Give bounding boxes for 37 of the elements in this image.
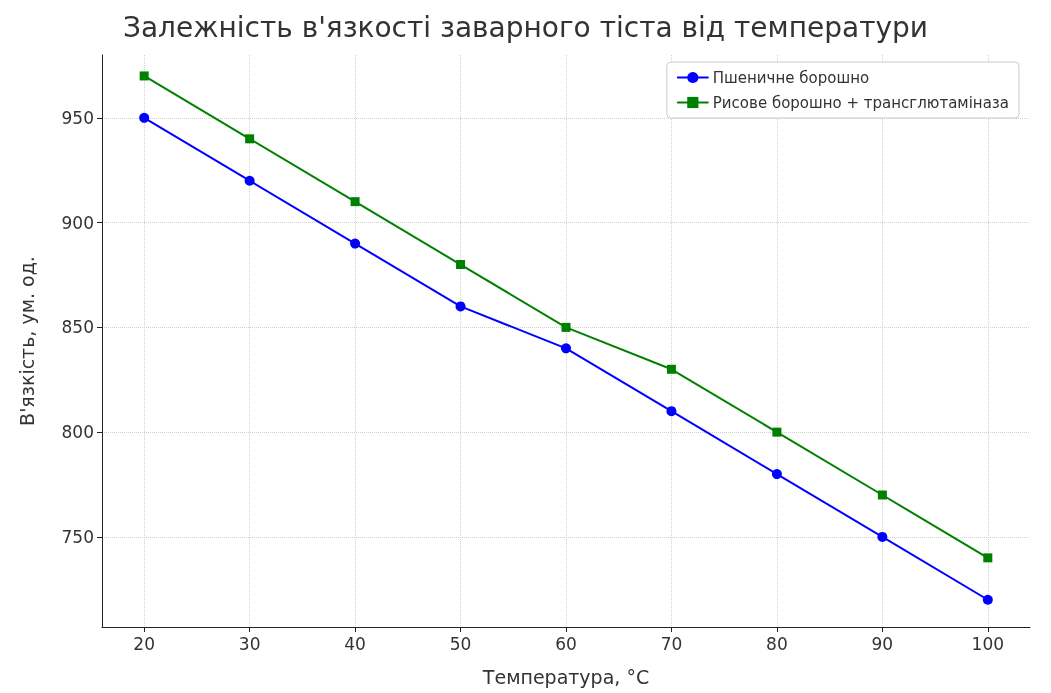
x-tick-label: 30 <box>238 633 261 654</box>
x-tick-label: 20 <box>133 633 155 654</box>
legend-label: Пшеничне борошно <box>712 68 870 87</box>
x-tick-label: 100 <box>971 633 1005 654</box>
x-tick-label: 90 <box>871 633 894 654</box>
x-tick-label: 80 <box>766 633 788 654</box>
point <box>350 238 361 249</box>
point <box>666 364 676 374</box>
point <box>771 469 782 480</box>
point <box>983 553 993 563</box>
point <box>877 531 888 542</box>
point <box>350 197 360 207</box>
y-tick-label: 900 <box>61 212 94 233</box>
y-tick-label: 950 <box>61 107 94 128</box>
legend-label: Рисове борошно + трансглютаміназа <box>712 93 1010 112</box>
chart-title: Залежність в'язкості заварного тіста від температури <box>122 10 929 44</box>
point <box>245 134 255 144</box>
point <box>244 175 255 186</box>
point <box>139 71 149 81</box>
point <box>666 406 677 417</box>
point <box>561 322 571 332</box>
x-tick-label: 70 <box>660 633 683 654</box>
y-tick-label: 750 <box>61 526 94 547</box>
x-tick-label: 40 <box>344 633 366 654</box>
point <box>772 427 782 437</box>
y-tick-label: 850 <box>61 317 94 338</box>
point <box>139 112 150 123</box>
x-tick-label: 60 <box>555 633 577 654</box>
point <box>561 343 571 354</box>
point <box>982 594 993 605</box>
x-axis-title: Температура, °C <box>481 665 650 688</box>
x-tick-label: 50 <box>449 633 472 654</box>
point <box>877 490 887 500</box>
y-tick-label: 800 <box>61 422 94 443</box>
point <box>456 260 466 270</box>
point <box>455 301 466 312</box>
y-axis-title: В'язкість, ум. од. <box>15 256 38 426</box>
